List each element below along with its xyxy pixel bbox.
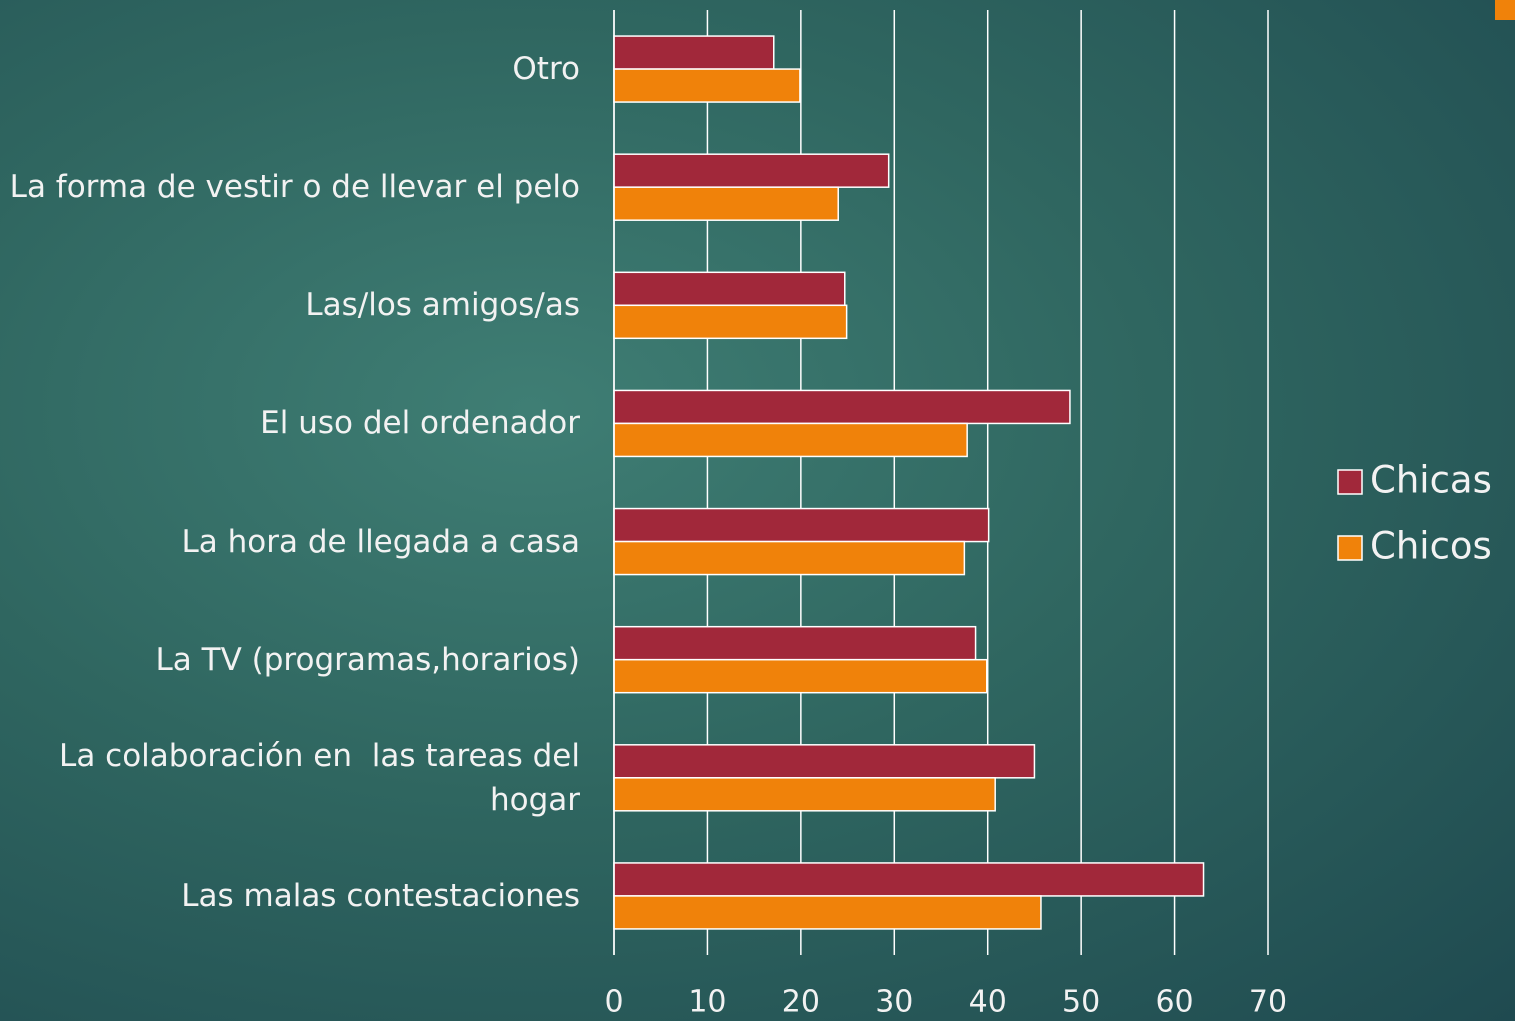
bar: [613, 540, 966, 576]
bar: [613, 304, 848, 340]
category-label: Otro: [512, 51, 580, 88]
legend-swatch: [1337, 535, 1363, 561]
category-label: La TV (programas,horarios): [155, 641, 580, 678]
bar: [613, 68, 801, 103]
bar: [613, 862, 1205, 897]
bar: [613, 777, 996, 812]
bar: [613, 895, 1042, 930]
category-label: Las/los amigos/as: [305, 287, 580, 324]
x-tick-label: 60: [1155, 985, 1193, 1020]
bar: [613, 744, 1036, 779]
bar: [613, 186, 839, 221]
x-tick-label: 40: [969, 985, 1007, 1020]
bar: [613, 153, 890, 188]
bar: [613, 35, 775, 70]
category-label: Las malas contestaciones: [181, 877, 580, 914]
category-label: La forma de vestir o de llevar el pelo: [9, 169, 580, 206]
x-tick-label: 10: [688, 985, 726, 1020]
x-tick-label: 20: [782, 985, 820, 1020]
x-tick-label: 70: [1249, 985, 1287, 1020]
bar: [613, 507, 990, 543]
bar: [613, 271, 846, 307]
category-label: La colaboración en las tareas del hogar: [59, 737, 590, 818]
legend-swatch: [1337, 469, 1363, 495]
legend-label: Chicos: [1370, 525, 1492, 568]
bar: [613, 389, 1071, 425]
corner-accent: [1495, 0, 1515, 20]
bar: [613, 422, 968, 458]
legend-label: Chicas: [1370, 459, 1492, 502]
bar: [613, 658, 988, 694]
x-tick-label: 30: [875, 985, 913, 1020]
category-label: La hora de llegada a casa: [181, 523, 580, 560]
bar: [613, 625, 977, 661]
x-tick-label: 50: [1062, 985, 1100, 1020]
category-label: El uso del ordenador: [260, 405, 580, 442]
x-tick-label: 0: [604, 985, 623, 1020]
